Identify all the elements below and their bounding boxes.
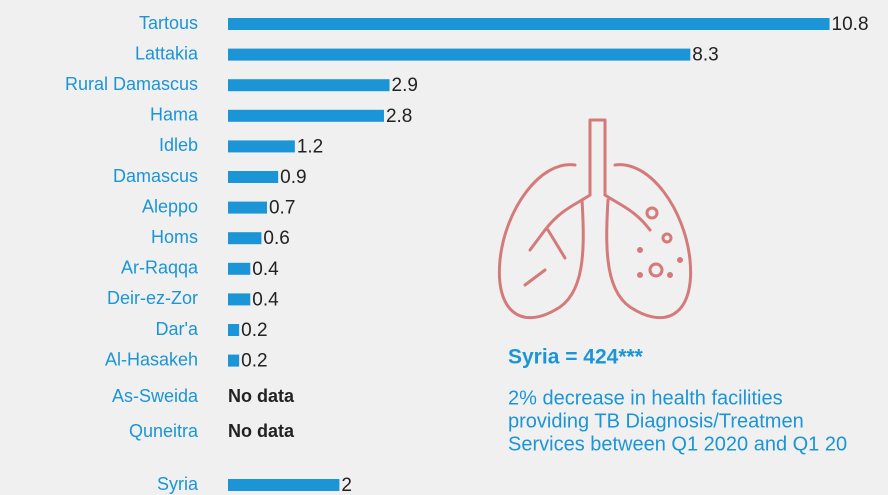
category-label: Damascus <box>113 166 198 186</box>
category-label: Al-Hasakeh <box>105 349 198 369</box>
category-label: Quneitra <box>129 421 199 441</box>
bar <box>228 232 262 245</box>
value-label: 0.7 <box>269 198 295 219</box>
category-label: Ar-Raqqa <box>121 258 199 278</box>
category-label: Aleppo <box>142 196 198 216</box>
value-label: 0.4 <box>252 289 279 310</box>
bar <box>228 109 384 122</box>
value-label: 0.4 <box>252 259 279 280</box>
value-label: 0.2 <box>241 351 267 372</box>
value-label: 2.8 <box>386 106 412 127</box>
category-label: Hama <box>150 105 199 125</box>
category-label: Rural Damascus <box>65 74 198 94</box>
category-label: Syria <box>157 474 199 494</box>
bar <box>228 479 340 491</box>
bar <box>228 79 390 92</box>
value-label: 8.3 <box>692 45 718 66</box>
bar <box>228 324 240 336</box>
value-label: 1.2 <box>297 136 323 157</box>
value-label: No data <box>228 421 295 441</box>
value-label: No data <box>228 386 295 406</box>
category-label: Homs <box>151 227 198 247</box>
category-label: Dar'a <box>156 319 199 339</box>
bar <box>228 171 279 183</box>
value-label: 0.9 <box>280 167 306 188</box>
bar <box>228 354 240 367</box>
bar <box>228 262 251 275</box>
annotation-line: Services between Q1 2020 and Q1 20 <box>508 433 847 455</box>
category-label: Tartous <box>139 13 198 33</box>
bar <box>228 140 295 153</box>
value-label: 10.8 <box>832 14 869 35</box>
annotation-line: 2% decrease in health facilities <box>508 387 783 409</box>
bar <box>228 293 251 306</box>
value-label: 0.2 <box>241 320 267 341</box>
category-label: As-Sweida <box>112 386 199 406</box>
bar <box>228 48 691 61</box>
category-label: Idleb <box>159 135 198 155</box>
bar <box>228 201 267 214</box>
annotation-title: Syria = 424*** <box>508 346 644 369</box>
bar <box>228 18 830 30</box>
value-label: 0.6 <box>263 228 289 249</box>
value-label: 2 <box>341 475 352 495</box>
value-label: 2.9 <box>392 75 418 96</box>
annotation-line: providing TB Diagnosis/Treatmen <box>508 410 804 432</box>
category-label: Lattakia <box>135 43 199 63</box>
category-label: Deir-ez-Zor <box>107 288 198 308</box>
lungs-icon <box>497 118 693 320</box>
